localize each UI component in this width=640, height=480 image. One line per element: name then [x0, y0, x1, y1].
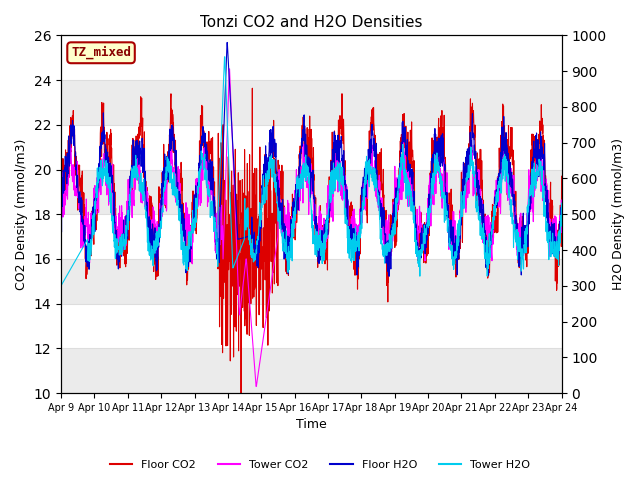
Bar — [61, 348, 561, 393]
Bar — [61, 259, 561, 304]
Tower H2O — [543, 238, 551, 244]
Line: Floor CO2: Floor CO2 — [61, 88, 561, 428]
Tower CO2 — [57, 213, 65, 218]
Title: Tonzi CO2 and H2O Densities: Tonzi CO2 and H2O Densities — [200, 15, 422, 30]
Floor CO2 — [237, 425, 245, 431]
Tower H2O — [57, 283, 65, 288]
Floor H2O — [557, 222, 565, 228]
Y-axis label: CO2 Density (mmol/m3): CO2 Density (mmol/m3) — [15, 139, 28, 290]
Tower H2O — [83, 238, 90, 244]
Floor CO2 — [544, 210, 552, 216]
Tower CO2 — [301, 164, 308, 170]
Line: Tower H2O: Tower H2O — [61, 57, 561, 286]
Floor CO2 — [248, 85, 256, 91]
Floor H2O — [543, 216, 551, 222]
Y-axis label: H2O Density (mmol/m3): H2O Density (mmol/m3) — [612, 138, 625, 290]
Floor H2O — [452, 246, 460, 252]
Floor CO2 — [452, 236, 460, 242]
Floor H2O — [83, 260, 90, 265]
Floor CO2 — [543, 198, 551, 204]
Tower H2O — [301, 174, 308, 180]
Floor CO2 — [557, 173, 565, 179]
Text: TZ_mixed: TZ_mixed — [71, 46, 131, 60]
Floor H2O — [57, 205, 65, 211]
X-axis label: Time: Time — [296, 419, 326, 432]
Tower H2O — [287, 240, 295, 246]
Floor CO2 — [288, 230, 296, 236]
Floor H2O — [223, 40, 231, 46]
Tower CO2 — [544, 199, 552, 205]
Tower H2O — [557, 200, 565, 206]
Tower CO2 — [83, 224, 90, 229]
Floor H2O — [385, 274, 393, 279]
Tower CO2 — [557, 207, 565, 213]
Tower CO2 — [452, 243, 460, 249]
Tower H2O — [543, 238, 551, 244]
Floor H2O — [544, 209, 552, 215]
Floor CO2 — [301, 136, 308, 142]
Floor CO2 — [83, 259, 90, 264]
Floor H2O — [301, 123, 308, 129]
Tower CO2 — [225, 66, 233, 72]
Bar — [61, 169, 561, 214]
Line: Tower CO2: Tower CO2 — [61, 69, 561, 386]
Tower H2O — [452, 255, 460, 261]
Tower CO2 — [252, 384, 260, 389]
Line: Floor H2O: Floor H2O — [61, 43, 561, 276]
Tower CO2 — [288, 214, 296, 219]
Bar — [61, 80, 561, 125]
Tower H2O — [221, 54, 228, 60]
Floor CO2 — [57, 168, 65, 174]
Tower CO2 — [543, 207, 551, 213]
Floor H2O — [287, 218, 295, 224]
Legend: Floor CO2, Tower CO2, Floor H2O, Tower H2O: Floor CO2, Tower CO2, Floor H2O, Tower H… — [105, 456, 535, 474]
